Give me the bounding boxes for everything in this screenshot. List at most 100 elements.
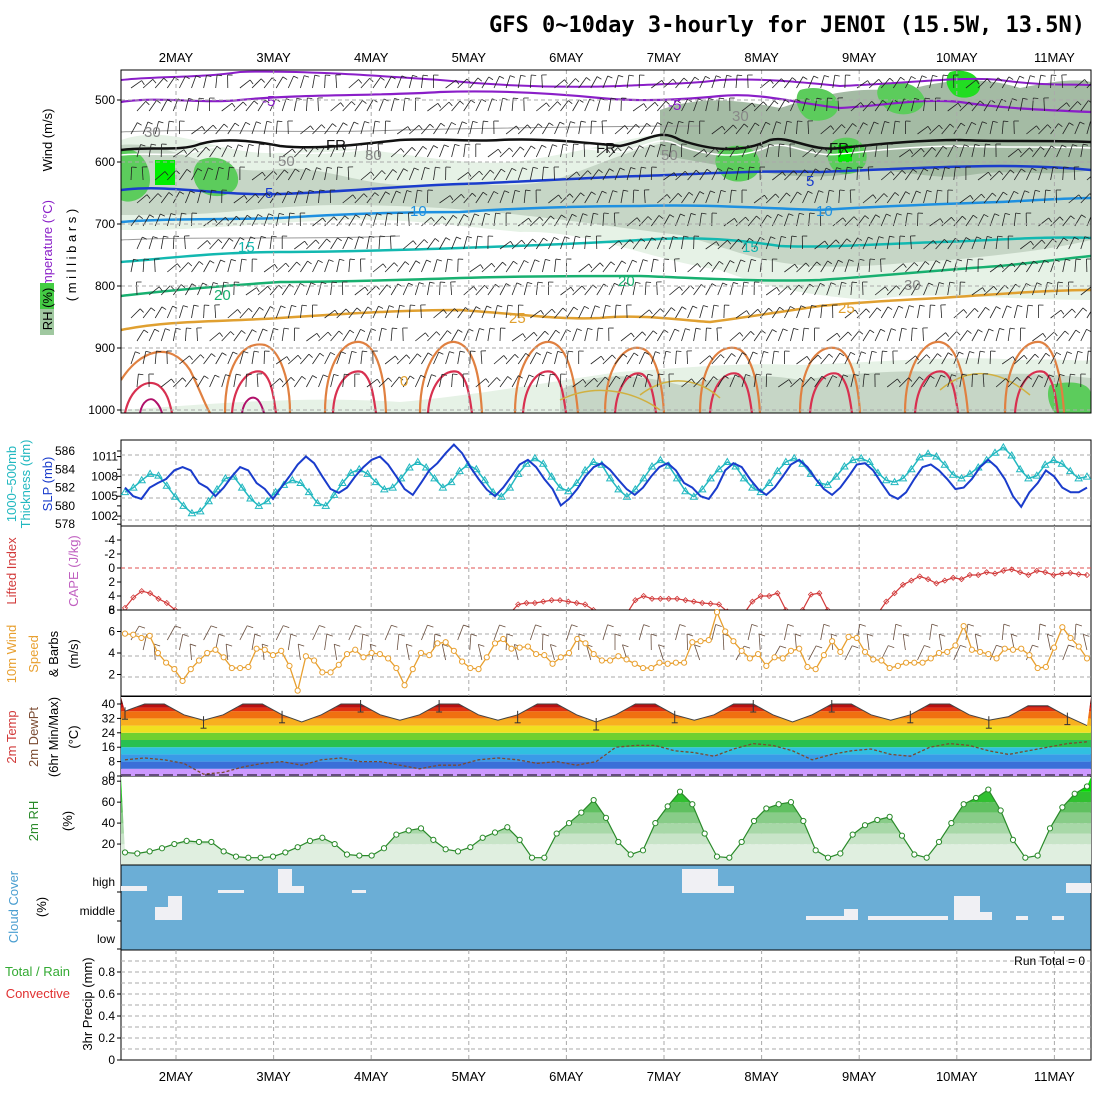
wind-barb [319, 189, 325, 192]
wind-barb [863, 122, 868, 126]
wind-barb [901, 327, 907, 330]
wind-barb [737, 74, 743, 77]
wind-barb [778, 285, 789, 296]
wind-barb [776, 287, 780, 292]
data-point [739, 473, 749, 482]
wind-barb [758, 144, 764, 147]
wind-barb [203, 260, 211, 273]
wind-barb [836, 167, 842, 170]
wind-barb [590, 355, 602, 365]
wind-barb [205, 146, 210, 151]
data-point [262, 496, 272, 505]
wind-barb [499, 624, 506, 628]
date-label: 4MAY [354, 50, 389, 65]
wind-barb [578, 263, 590, 273]
data-point [816, 590, 823, 597]
wind-barb [564, 79, 568, 84]
wind-barb [791, 235, 797, 238]
wind-barb [941, 352, 949, 365]
wind-barb [738, 238, 743, 243]
wind-barb [444, 144, 449, 148]
wind-barb [251, 214, 259, 227]
wind-barb [705, 283, 713, 296]
wind-barb [163, 235, 169, 238]
data-point [204, 496, 214, 505]
wind-barb [779, 306, 784, 311]
wind-barb [874, 144, 878, 158]
data-point [707, 600, 714, 607]
wind-barb [725, 146, 731, 151]
wind-barb [895, 623, 902, 627]
data-point [622, 492, 632, 500]
wind-barb [850, 374, 855, 388]
wind-barb [445, 237, 451, 241]
wind-barb [965, 308, 975, 319]
wind-barb [886, 378, 898, 388]
wind-barb [866, 144, 872, 147]
millibars-axis-label: ( m i l l i b a r s ) [64, 209, 79, 301]
wind-barb [200, 354, 205, 359]
wind-barb [920, 148, 925, 153]
wind-barb [719, 97, 725, 100]
wind-barb [628, 74, 634, 77]
date-label: 11MAY [1034, 50, 1075, 65]
wind-barb [219, 332, 223, 337]
wind-barb [648, 309, 653, 315]
wind-barb [684, 171, 689, 176]
wind-barb [1046, 634, 1051, 651]
wind-barb [426, 259, 432, 263]
wind-barb [610, 97, 616, 100]
wind-barb [354, 329, 361, 342]
wind-barb [971, 287, 983, 296]
wind-barb [300, 168, 307, 181]
wind-barb [585, 235, 591, 238]
wind-barb [254, 633, 261, 637]
data-point [1018, 645, 1025, 652]
data-point [438, 483, 448, 491]
wind-barb [638, 167, 642, 181]
wind-barb [287, 261, 297, 273]
wind-barb [538, 123, 543, 128]
wind-barb [167, 170, 177, 181]
wind-barb [669, 286, 680, 296]
data-point [829, 638, 836, 645]
wind-barb [1057, 281, 1063, 284]
wind-barb [832, 352, 841, 365]
wind-barb [536, 102, 547, 112]
wind-barb [1034, 353, 1039, 358]
data-point [849, 831, 856, 838]
wind-barb [552, 144, 558, 147]
wind-barb [841, 124, 846, 129]
wind-barb [1001, 305, 1008, 319]
wind-barb [414, 146, 424, 158]
tick-label: 6 [108, 625, 115, 639]
wind-barb [369, 235, 375, 238]
data-point [220, 848, 227, 855]
data-point [664, 803, 671, 810]
wind-barb [663, 307, 672, 319]
data-point [598, 657, 605, 664]
wind-barb [871, 101, 876, 106]
data-point [212, 484, 222, 493]
wind-barb [554, 121, 561, 135]
wind-barb [191, 168, 198, 181]
wind-barb [608, 240, 620, 250]
wind-barb [156, 100, 161, 104]
data-point [1046, 825, 1054, 832]
wind-barb [248, 308, 253, 313]
lifted-index-markers [121, 566, 1091, 615]
wind-barb [330, 144, 337, 158]
tick-label: 2 [108, 575, 115, 589]
data-point [555, 483, 565, 491]
wind-barb [548, 122, 554, 126]
wind-barb [1001, 356, 1014, 365]
wind-barb [300, 353, 310, 365]
wind-barb [660, 144, 666, 147]
contour-label: 50 [278, 153, 295, 170]
wind-barb [141, 167, 144, 181]
tick-label: 1008 [91, 469, 118, 483]
wind-barb [457, 624, 464, 641]
wind-barb [1074, 79, 1085, 89]
wind-barb [142, 236, 147, 240]
tick-label: 900 [95, 341, 115, 355]
